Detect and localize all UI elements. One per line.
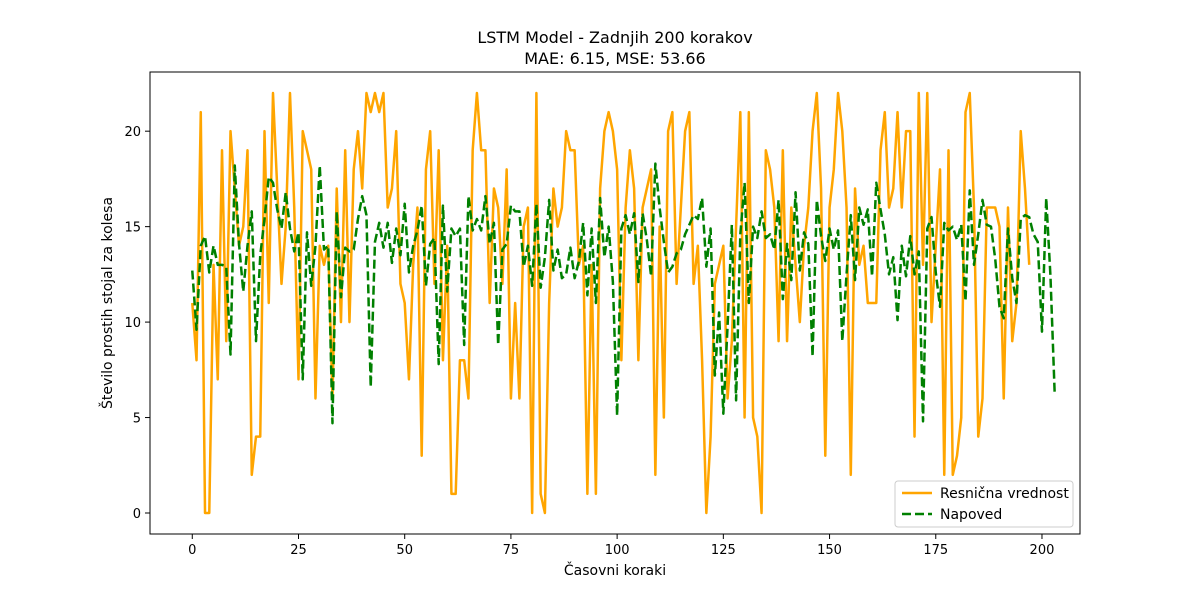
- chart-title: LSTM Model - Zadnjih 200 korakov: [477, 28, 752, 47]
- x-tick-label: 125: [711, 543, 736, 558]
- x-tick-label: 175: [923, 543, 948, 558]
- x-tick-label: 200: [1030, 543, 1055, 558]
- plot-frame: [149, 71, 1081, 535]
- y-tick-label: 0: [133, 507, 141, 522]
- legend: Resnična vrednost Napoved: [894, 480, 1074, 528]
- y-tick-label: 15: [124, 221, 141, 236]
- x-axis-ticks: 0 25 50 75 100 125 150 175 200: [188, 534, 1054, 558]
- x-axis-label: Časovni koraki: [564, 561, 666, 579]
- y-axis-label: Število prostih stojal za kolesa: [98, 197, 116, 409]
- x-tick-label: 50: [396, 543, 413, 558]
- y-tick-label: 5: [133, 412, 141, 427]
- series-layer: [191, 91, 1056, 515]
- legend-label-prediction: Napoved: [940, 507, 1002, 523]
- legend-label-real: Resnična vrednost: [940, 486, 1069, 502]
- y-tick-label: 20: [124, 125, 141, 140]
- chart-subtitle: MAE: 6.15, MSE: 53.66: [524, 49, 705, 68]
- x-tick-label: 150: [817, 543, 842, 558]
- x-tick-label: 0: [188, 543, 196, 558]
- y-tick-label: 10: [124, 316, 141, 331]
- y-axis-ticks: 0 5 10 15 20: [124, 125, 150, 522]
- x-tick-label: 75: [503, 543, 520, 558]
- x-tick-label: 25: [290, 543, 307, 558]
- x-tick-label: 100: [605, 543, 630, 558]
- series-line-prediction: [191, 162, 1056, 425]
- legend-box: [894, 480, 1074, 528]
